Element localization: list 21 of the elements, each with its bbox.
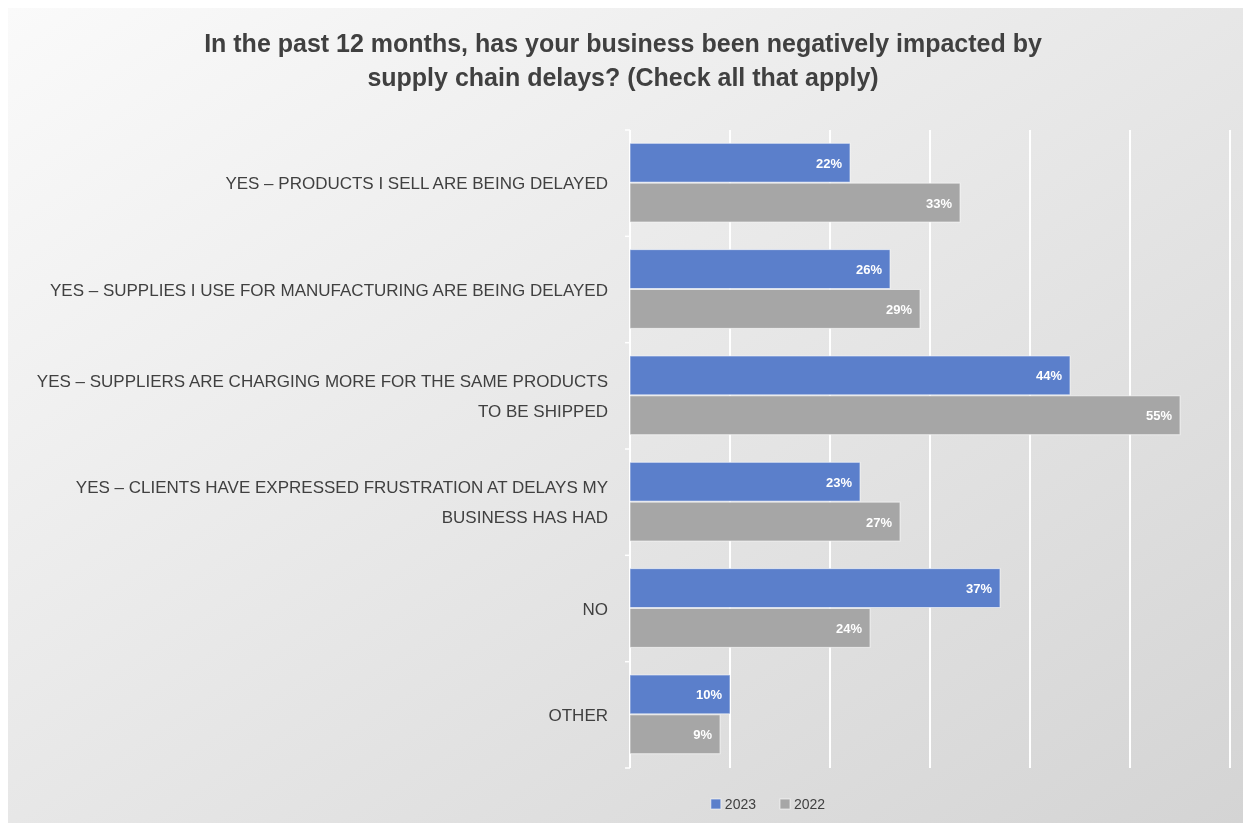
data-label: 55%	[1145, 408, 1173, 424]
data-label: 44%	[1035, 368, 1063, 384]
chart-title: In the past 12 months, has your business been negatively impacted by supply chain delays? (Check all that apply)	[204, 29, 1042, 91]
data-label: 24%	[835, 620, 863, 636]
data-label: 23%	[825, 474, 853, 490]
y-tick-label: NO	[582, 599, 608, 619]
data-label: 10%	[695, 687, 723, 703]
data-label: 33%	[925, 195, 953, 211]
y-tick-label: YES – CLIENTS HAVE EXPRESSED FRUSTRATION AT DELAYS MY BUSINESS HAS HAD	[75, 478, 608, 528]
data-label: 9%	[693, 727, 713, 743]
y-tick-label: YES – SUPPLIES I USE FOR MANUFACTURING ARE BEING DELAYED	[50, 280, 608, 300]
y-tick-label: OTHER	[548, 705, 608, 725]
y-tick-label: YES – PRODUCTS I SELL ARE BEING DELAYED	[225, 174, 608, 194]
data-label: 22%	[815, 155, 843, 171]
legend-label: 2022	[794, 796, 826, 812]
data-label: 37%	[965, 581, 993, 597]
data-label: 27%	[865, 514, 893, 530]
legend-label: 2023	[724, 796, 757, 812]
y-tick-label: YES – SUPPLIERS ARE CHARGING MORE FOR THE SAME PRODUCTS TO BE SHIPPED	[36, 371, 608, 421]
data-label: 26%	[855, 262, 883, 278]
data-label: 29%	[885, 301, 913, 317]
